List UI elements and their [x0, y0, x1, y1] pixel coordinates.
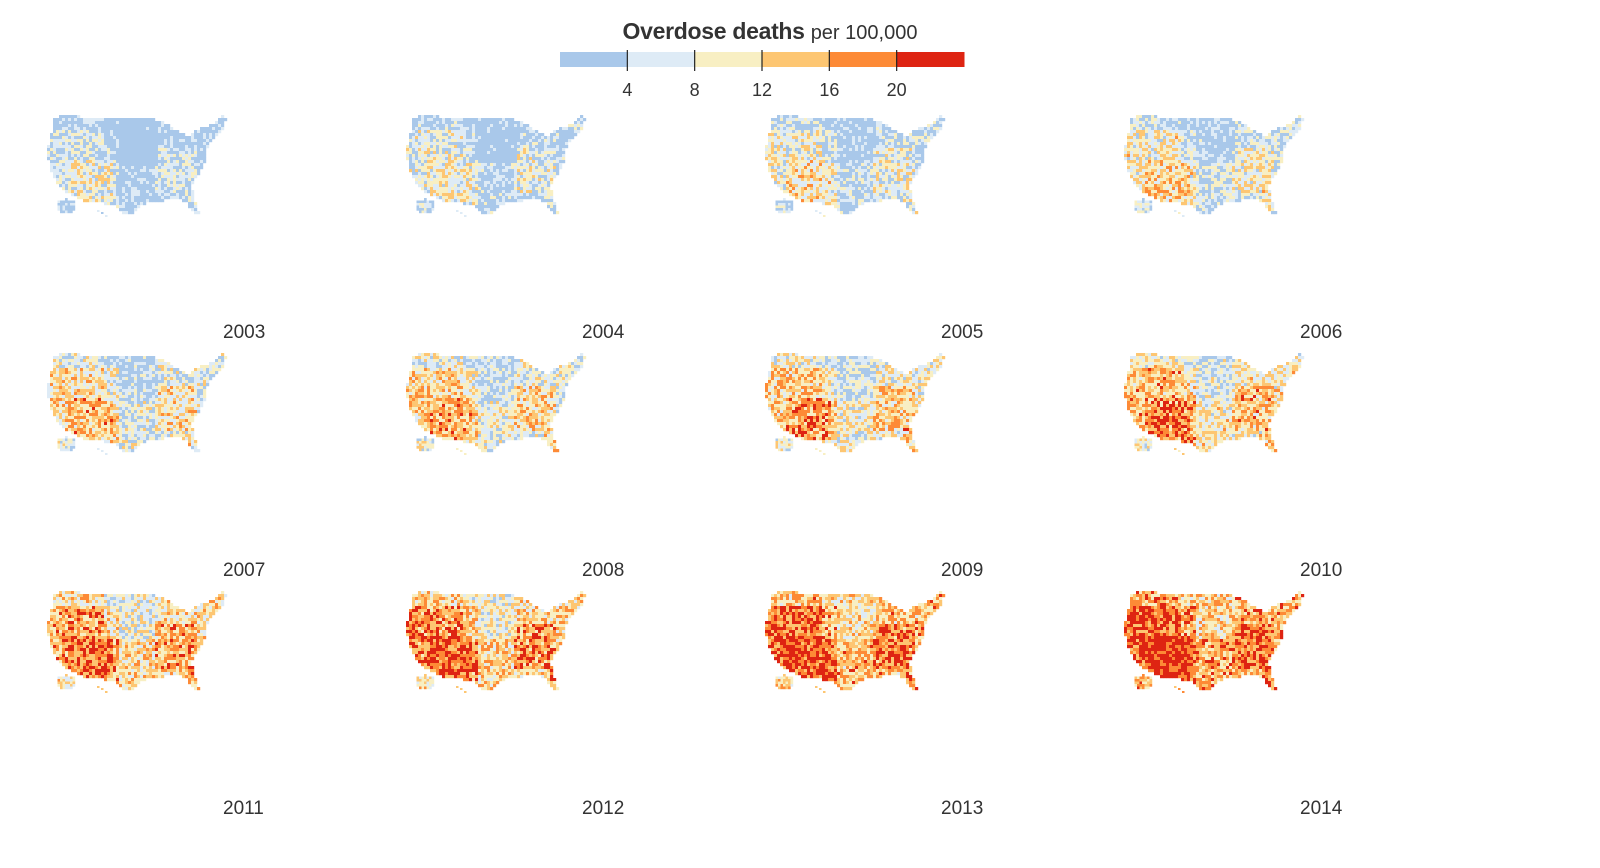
us-county-map [47, 115, 228, 217]
us-county-map [47, 353, 228, 455]
legend-color-scale: 4 8 12 16 20 [560, 50, 965, 100]
us-county-map [47, 591, 228, 693]
map-panel: 2013 [725, 588, 1085, 826]
us-county-map [765, 591, 946, 693]
map-panel: 2010 [1084, 350, 1444, 588]
legend-title-bold: Overdose deaths [622, 18, 805, 44]
legend-swatch-4 [829, 52, 898, 67]
map-panel: 2006 [1084, 112, 1444, 350]
year-label: 2011 [223, 798, 264, 819]
county-cells [47, 353, 228, 455]
us-county-map [1124, 591, 1305, 693]
year-label: 2008 [582, 560, 625, 581]
year-label: 2007 [223, 560, 266, 581]
legend-swatch-3 [762, 52, 830, 67]
us-county-map [1124, 115, 1305, 217]
county-cells [406, 353, 587, 455]
us-county-map [406, 353, 587, 455]
legend-swatch-1 [627, 52, 696, 67]
legend: Overdose deaths per 100,000 4 8 12 16 20 [560, 14, 980, 104]
us-county-map [406, 591, 587, 693]
us-county-map [765, 353, 946, 455]
legend-tick-label: 4 [622, 80, 632, 100]
us-county-map [406, 115, 587, 217]
legend-tick-label: 12 [752, 80, 772, 100]
county-cells [47, 115, 228, 217]
legend-swatch-5 [896, 52, 965, 67]
county-cells [406, 591, 587, 693]
map-panel: 2009 [725, 350, 1085, 588]
county-cells [406, 115, 587, 217]
legend-tick-label: 8 [690, 80, 700, 100]
map-panel: 2012 [366, 588, 726, 826]
map-panel: 2003 [7, 112, 367, 350]
year-label: 2005 [941, 322, 984, 343]
map-panel: 2011 [7, 588, 367, 826]
map-panel: 2014 [1084, 588, 1444, 826]
year-label: 2014 [1300, 798, 1343, 819]
legend-swatch-0 [560, 52, 628, 67]
county-cells [1124, 591, 1305, 693]
year-label: 2004 [582, 322, 625, 343]
year-label: 2006 [1300, 322, 1343, 343]
county-cells [765, 115, 946, 217]
county-cells [1124, 115, 1305, 217]
us-county-map [1124, 353, 1305, 455]
county-cells [1124, 353, 1305, 455]
county-cells [765, 591, 946, 693]
county-cells [765, 353, 946, 455]
legend-tick-label: 16 [819, 80, 839, 100]
year-label: 2013 [941, 798, 984, 819]
map-panel: 2008 [366, 350, 726, 588]
us-county-map [765, 115, 946, 217]
map-panel: 2004 [366, 112, 726, 350]
legend-swatch-2 [694, 52, 763, 67]
year-label: 2010 [1300, 560, 1343, 581]
legend-title: Overdose deaths per 100,000 [560, 18, 980, 45]
legend-tick-label: 20 [887, 80, 907, 100]
year-label: 2003 [223, 322, 266, 343]
map-panel: 2007 [7, 350, 367, 588]
year-label: 2012 [582, 798, 625, 819]
county-cells [47, 591, 228, 693]
map-panel: 2005 [725, 112, 1085, 350]
legend-title-units: per 100,000 [810, 22, 918, 44]
year-label: 2009 [941, 560, 984, 581]
